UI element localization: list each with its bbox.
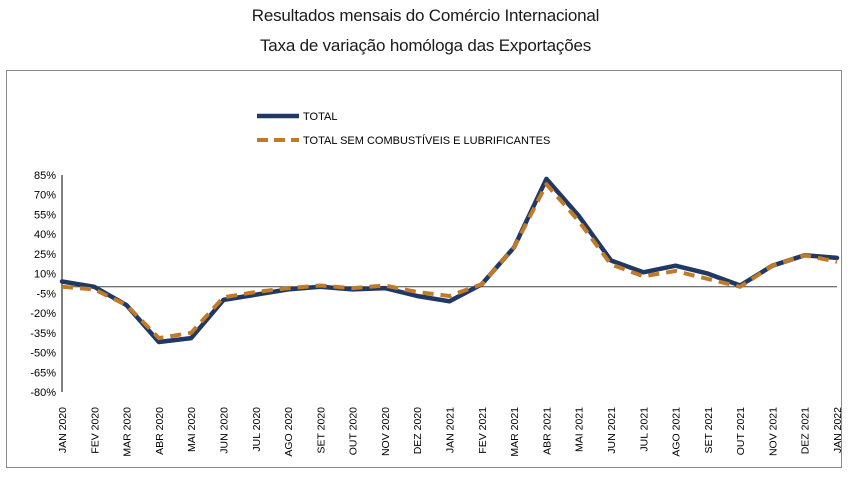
chart-title-line-2: Taxa de variação homóloga das Exportaçõe… <box>259 36 592 55</box>
y-tick-label: 10% <box>34 269 56 281</box>
y-tick-label: 25% <box>34 249 56 261</box>
x-tick-label: MAI 2021 <box>574 407 586 452</box>
y-tick-label: -50% <box>30 348 56 360</box>
x-tick-label: FEV 2020 <box>89 407 101 454</box>
y-tick-label: -20% <box>30 308 56 320</box>
x-tick-label: NOV 2020 <box>380 407 392 456</box>
x-tick-label: JAN 2020 <box>57 407 69 453</box>
x-tick-label: SET 2021 <box>703 407 715 454</box>
y-tick-label: -35% <box>30 328 56 340</box>
x-tick-label: JUN 2020 <box>218 407 230 454</box>
x-tick-label: JUL 2021 <box>638 407 650 452</box>
y-tick-label: 70% <box>34 190 56 202</box>
y-tick-label: -80% <box>30 387 56 399</box>
y-tick-label: -65% <box>30 367 56 379</box>
x-tick-label: AGO 2020 <box>283 407 295 457</box>
y-tick-label: 55% <box>34 209 56 221</box>
x-tick-label: JAN 2021 <box>445 407 457 453</box>
x-tick-label: MAR 2021 <box>509 407 521 457</box>
plot-area <box>59 176 840 345</box>
x-tick-label: JAN 2022 <box>832 407 841 453</box>
y-tick-label: -5% <box>36 288 56 300</box>
legend-label-total: TOTAL <box>303 111 337 123</box>
x-tick-label: MAR 2020 <box>122 407 134 457</box>
series-line-total <box>59 176 840 345</box>
y-tick-label: 40% <box>34 229 56 241</box>
x-tick-label: SET 2020 <box>315 407 327 454</box>
x-tick-label: DEZ 2021 <box>800 407 812 454</box>
series-line-total-sem-combustiveis <box>61 182 838 341</box>
x-axis: JAN 2020 FEV 2020 MAR 2020 ABR 2020 MAI 2020… <box>57 286 841 457</box>
x-tick-label: ABR 2020 <box>154 407 166 455</box>
y-axis: 85% 70% 55% 40% 25% 10% -5% -20% -35% -50% -65% -80… <box>30 170 63 399</box>
x-tick-label: FEV 2021 <box>477 407 489 454</box>
x-tick-label: AGO 2021 <box>671 407 683 457</box>
x-tick-label: ABR 2021 <box>541 407 553 455</box>
chart-title-line-1: Resultados mensais do Comércio Internaci… <box>251 6 600 25</box>
x-tick-label: MAI 2020 <box>186 407 198 452</box>
line-chart: TOTAL TOTAL SEM COMBUSTÍVEIS E LUBRIFICA… <box>30 111 841 457</box>
y-tick-label: 85% <box>34 170 56 182</box>
x-tick-label: NOV 2021 <box>767 407 779 456</box>
legend-label-total-sem-combustiveis: TOTAL SEM COMBUSTÍVEIS E LUBRIFICANTES <box>303 134 550 147</box>
x-tick-label: DEZ 2020 <box>412 407 424 454</box>
x-tick-label: OUT 2021 <box>735 407 747 455</box>
legend: TOTAL TOTAL SEM COMBUSTÍVEIS E LUBRIFICA… <box>257 111 550 147</box>
x-tick-label: JUN 2021 <box>606 407 618 454</box>
x-tick-label: OUT 2020 <box>348 407 360 455</box>
chart-frame: TOTAL TOTAL SEM COMBUSTÍVEIS E LUBRIFICA… <box>6 70 842 468</box>
x-tick-label: JUL 2020 <box>251 407 263 452</box>
